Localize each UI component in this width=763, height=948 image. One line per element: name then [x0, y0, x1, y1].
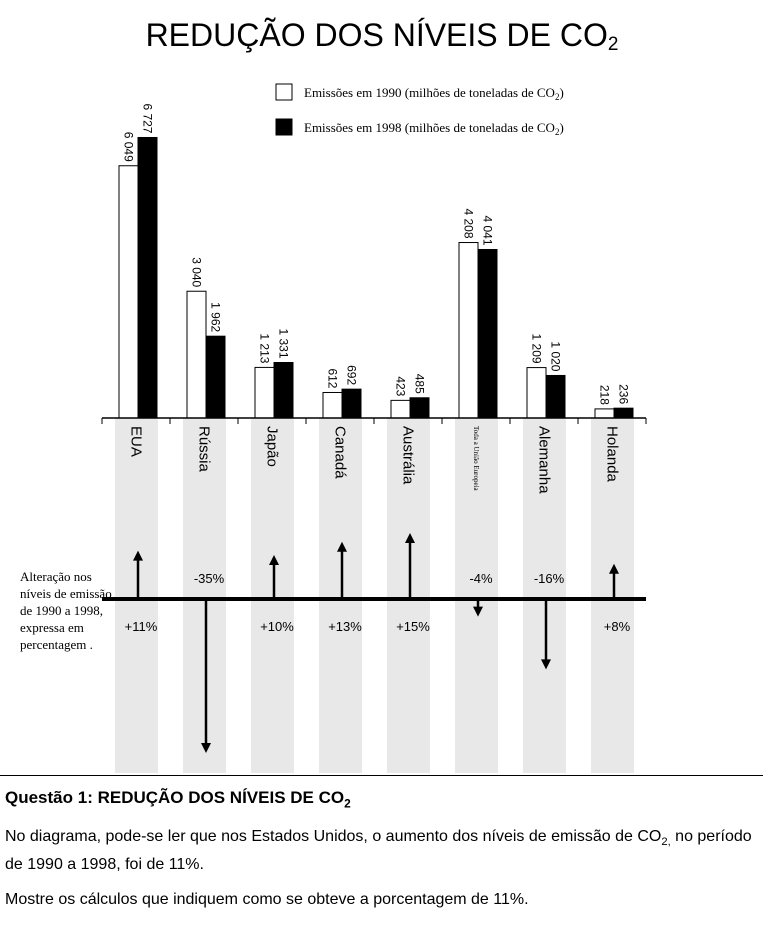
question-text: No diagrama, pode-se ler que nos Estados…: [5, 828, 752, 873]
band-japao: [251, 418, 294, 773]
legend-swatch-1998: [275, 118, 293, 136]
band-australia: [387, 418, 430, 773]
change-label-russia: -35%: [194, 571, 225, 586]
change-label-canada: +13%: [328, 619, 362, 634]
value-label-alemanha-1998: 1 020: [549, 341, 563, 371]
question-instruction: Mostre os cálculos que indiquem como se …: [5, 890, 529, 908]
legend-swatch-1990: [275, 83, 293, 101]
bar-australia-1990: [390, 399, 411, 419]
value-label-australia-1998: 485: [413, 374, 427, 394]
change-arrowhead-canada: [337, 541, 347, 552]
value-label-holanda-1990: 218: [598, 385, 612, 405]
category-label-australia: Austrália: [400, 426, 417, 485]
value-label-alemanha-1990: 1 209: [530, 334, 544, 364]
band-alemanha: [523, 418, 566, 773]
x-axis: [101, 417, 647, 424]
value-label-russia-1990: 3 040: [190, 257, 204, 287]
category-bands: [115, 418, 634, 773]
bar-japao-1998: [273, 361, 294, 419]
value-label-toda-a-uniao-europeia-1990: 4 208: [462, 208, 476, 238]
question-section: Questão 1: REDUÇÃO DOS NÍVEIS DE CO2 No …: [5, 788, 755, 924]
bar-eua-1998: [137, 136, 158, 419]
change-arrowhead-japao: [269, 555, 279, 565]
category-label-canada: Canadá: [332, 426, 349, 479]
bar-australia-1998: [409, 397, 430, 419]
legend-label-1998: Emissões em 1998 (milhões de toneladas d…: [304, 120, 564, 137]
value-label-canada-1990: 612: [326, 368, 340, 388]
change-arrowhead-alemanha: [541, 659, 551, 670]
bar-alemanha-1990: [526, 367, 547, 419]
change-arrowhead-russia: [201, 743, 211, 753]
category-label-holanda: Holanda: [604, 426, 621, 483]
change-label-toda-a-uniao-europeia: -4%: [469, 571, 493, 586]
value-label-toda-a-uniao-europeia-1998: 4 041: [481, 215, 495, 245]
band-russia: [183, 418, 226, 773]
bar-toda-a-uniao-europeia-1990: [458, 242, 479, 419]
band-canada: [319, 418, 362, 773]
bar-japao-1990: [254, 366, 275, 419]
bars: 6 049 6 727 3 040 1 962 1 213 1 331 612 692 423 4…: [118, 103, 634, 419]
category-label-toda-a-uniao-europeia: Toda a União Europeia: [472, 426, 480, 492]
change-arrowhead-holanda: [609, 563, 619, 574]
band-toda-a-uniao-europeia: [455, 418, 498, 773]
legend-label-1990: Emissões em 1990 (milhões de toneladas d…: [304, 85, 564, 102]
bar-canada-1998: [341, 388, 362, 419]
co2-chart: REDUÇÃO DOS NÍVEIS DE CO2 Emissões em 19…: [101, 17, 647, 773]
change-label-alemanha: -16%: [534, 571, 565, 586]
category-label-russia: Rússia: [196, 426, 213, 473]
value-label-japao-1998: 1 331: [277, 328, 291, 358]
change-label-japao: +10%: [260, 619, 294, 634]
change-arrowhead-toda-a-uniao-europeia: [473, 606, 483, 617]
value-label-canada-1998: 692: [345, 365, 359, 385]
change-arrowhead-australia: [405, 533, 415, 543]
band-holanda: [591, 418, 634, 773]
change-label-eua: +11%: [125, 619, 158, 634]
category-labels: EUA Rússia Japão Canadá Austrália Toda a Uniã…: [128, 426, 621, 494]
change-arrowhead-eua: [133, 550, 143, 561]
chart-title: REDUÇÃO DOS NÍVEIS DE CO2: [146, 17, 619, 55]
change-label-holanda: +8%: [604, 619, 631, 634]
value-label-eua-1998: 6 727: [141, 103, 155, 133]
value-label-japao-1990: 1 213: [258, 333, 272, 363]
change-axis-label: Alteração nos níveis de emissão de 1990 …: [20, 569, 112, 652]
bar-russia-1990: [186, 290, 207, 419]
change-arrows: +11% -35% +10% +13% +15% -4% -16% +8%: [102, 533, 646, 753]
bar-eua-1990: [118, 165, 139, 419]
value-label-holanda-1998: 236: [617, 384, 631, 404]
category-label-eua: EUA: [128, 426, 145, 457]
question-title: Questão 1: REDUÇÃO DOS NÍVEIS DE CO2: [5, 788, 351, 811]
band-eua: [115, 418, 158, 773]
category-label-japao: Japão: [264, 426, 281, 467]
value-label-russia-1998: 1 962: [209, 302, 223, 332]
bar-alemanha-1998: [545, 374, 566, 419]
bar-russia-1998: [205, 335, 226, 419]
value-label-eua-1990: 6 049: [122, 132, 136, 162]
bar-holanda-1998: [613, 407, 634, 419]
divider: [0, 775, 763, 776]
bar-canada-1990: [322, 391, 343, 419]
value-label-australia-1990: 423: [394, 376, 408, 396]
legend: Emissões em 1990 (milhões de toneladas d…: [275, 83, 564, 137]
bar-toda-a-uniao-europeia-1998: [477, 248, 498, 419]
bar-holanda-1990: [594, 408, 615, 419]
change-label-australia: +15%: [396, 619, 430, 634]
category-label-alemanha: Alemanha: [536, 426, 553, 494]
